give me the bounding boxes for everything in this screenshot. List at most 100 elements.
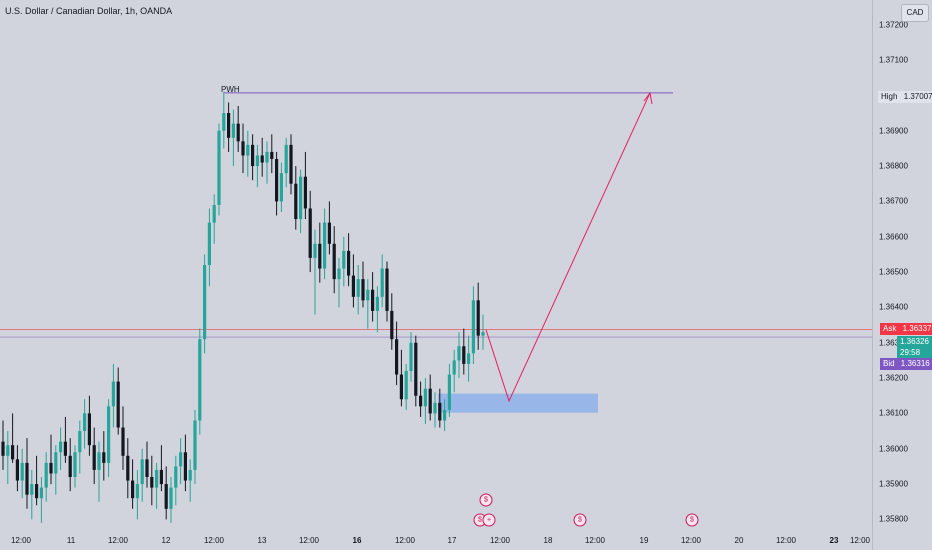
candle-body bbox=[68, 455, 72, 477]
candle-body bbox=[145, 459, 149, 477]
candle-body bbox=[409, 342, 413, 371]
candle-body bbox=[164, 484, 168, 509]
candle-body bbox=[433, 402, 437, 414]
bid-tag: Bid 1.36316 bbox=[880, 358, 932, 370]
price-axis-label: 1.36000 bbox=[879, 444, 908, 454]
time-axis-label: 12:00 bbox=[10, 536, 32, 545]
candle-body bbox=[107, 406, 111, 463]
candle-body bbox=[284, 144, 288, 174]
candle-body bbox=[126, 455, 130, 481]
us-flag-event-icon[interactable]: $ bbox=[685, 513, 699, 527]
candle-body bbox=[366, 289, 370, 301]
time-axis-label: 12 bbox=[161, 536, 171, 545]
candle-body bbox=[20, 462, 24, 481]
currency-button[interactable]: CAD bbox=[901, 4, 929, 22]
candle-body bbox=[452, 360, 456, 375]
candle-body bbox=[131, 480, 135, 499]
candle-body bbox=[217, 130, 221, 205]
time-axis-label: 11 bbox=[66, 536, 76, 545]
time-axis-label: 12:00 bbox=[107, 536, 129, 545]
bid-tag-label: Bid bbox=[883, 359, 895, 368]
candle-body bbox=[318, 243, 322, 269]
price-axis-label: 1.37100 bbox=[879, 55, 908, 65]
candle-body bbox=[35, 484, 39, 499]
candle-body bbox=[390, 310, 394, 340]
candle-body bbox=[481, 332, 485, 336]
candle-body bbox=[275, 159, 279, 202]
candle-body bbox=[380, 268, 384, 297]
candle-body bbox=[327, 222, 331, 244]
candle-body bbox=[174, 466, 178, 488]
us-flag-event-icon[interactable]: $ bbox=[573, 513, 587, 527]
pwh-label: PWH bbox=[221, 85, 240, 94]
candle-body bbox=[59, 441, 63, 453]
candle-body bbox=[476, 300, 480, 336]
candle-body bbox=[212, 204, 216, 223]
candle-body bbox=[169, 487, 173, 509]
candle-body bbox=[25, 462, 29, 495]
time-axis-label: 17 bbox=[447, 536, 457, 545]
candle-body bbox=[332, 243, 336, 280]
time-axis-label: 12:00 bbox=[203, 536, 225, 545]
price-axis-label: 1.36700 bbox=[879, 196, 908, 206]
time-axis-label: 12:00 bbox=[584, 536, 606, 545]
price-axis[interactable]: 1.37200 1.37100 1.36900 1.36800 1.36700 1.366… bbox=[872, 0, 932, 550]
candle-body bbox=[54, 452, 58, 474]
candle-body bbox=[270, 151, 274, 159]
ask-tag: Ask 1.36337 bbox=[880, 323, 932, 335]
candle-body bbox=[15, 459, 19, 481]
candle-body bbox=[6, 445, 10, 456]
candle-body bbox=[255, 155, 259, 167]
high-tag-label: High bbox=[881, 92, 898, 101]
candle-body bbox=[399, 374, 403, 400]
candle-body bbox=[222, 113, 226, 131]
candle-body bbox=[404, 371, 408, 400]
candle-body bbox=[39, 487, 43, 499]
price-chart[interactable] bbox=[0, 0, 872, 550]
candle-body bbox=[198, 339, 202, 421]
candle-body bbox=[299, 176, 303, 220]
candle-body bbox=[11, 445, 15, 460]
ask-tag-value: 1.36337 bbox=[902, 324, 932, 333]
candle-body bbox=[30, 484, 34, 495]
candle-body bbox=[207, 222, 211, 265]
candle-body bbox=[303, 176, 307, 209]
price-axis-label: 1.36900 bbox=[879, 126, 908, 136]
candle-body bbox=[371, 289, 375, 311]
price-axis-label: 1.35800 bbox=[879, 514, 908, 524]
chart-title: U.S. Dollar / Canadian Dollar, 1h, OANDA bbox=[5, 6, 173, 16]
candle-body bbox=[183, 452, 187, 481]
candle-body bbox=[159, 469, 163, 485]
price-axis-label: 1.36500 bbox=[879, 267, 908, 277]
candle-body bbox=[361, 279, 365, 301]
candle-body bbox=[323, 222, 327, 269]
high-tag: High 1.37007 bbox=[878, 91, 932, 103]
candle-body bbox=[385, 268, 389, 311]
canada-flag-event-icon[interactable]: + bbox=[482, 513, 496, 527]
candle-body bbox=[375, 296, 379, 311]
chart-area[interactable]: U.S. Dollar / Canadian Dollar, 1h, OANDA… bbox=[0, 0, 872, 550]
time-axis-label: 12:00 bbox=[489, 536, 511, 545]
time-axis-label: 12:00 bbox=[298, 536, 320, 545]
candle-body bbox=[73, 452, 77, 477]
candle-body bbox=[92, 445, 96, 470]
candle-body bbox=[347, 250, 351, 276]
candle-body bbox=[193, 420, 197, 470]
time-axis-label: 19 bbox=[639, 536, 649, 545]
bar-countdown: 29:58 bbox=[900, 348, 921, 357]
candle-body bbox=[260, 155, 264, 163]
price-axis-label: 1.36200 bbox=[879, 373, 908, 383]
us-flag-event-icon[interactable]: $ bbox=[479, 493, 493, 507]
high-tag-value: 1.37007 bbox=[903, 92, 932, 101]
candle-body bbox=[102, 452, 106, 463]
demand-zone bbox=[438, 393, 598, 413]
time-axis-label: 12:00 bbox=[775, 536, 797, 545]
candle-body bbox=[49, 462, 53, 474]
candle-body bbox=[447, 374, 451, 410]
bid-tag-value: 1.36316 bbox=[900, 359, 930, 368]
time-axis-label: 12:00 bbox=[849, 536, 871, 545]
candle-body bbox=[1, 441, 5, 456]
candle-body bbox=[179, 452, 183, 467]
candle-body bbox=[155, 469, 159, 488]
candle-body bbox=[203, 265, 207, 340]
